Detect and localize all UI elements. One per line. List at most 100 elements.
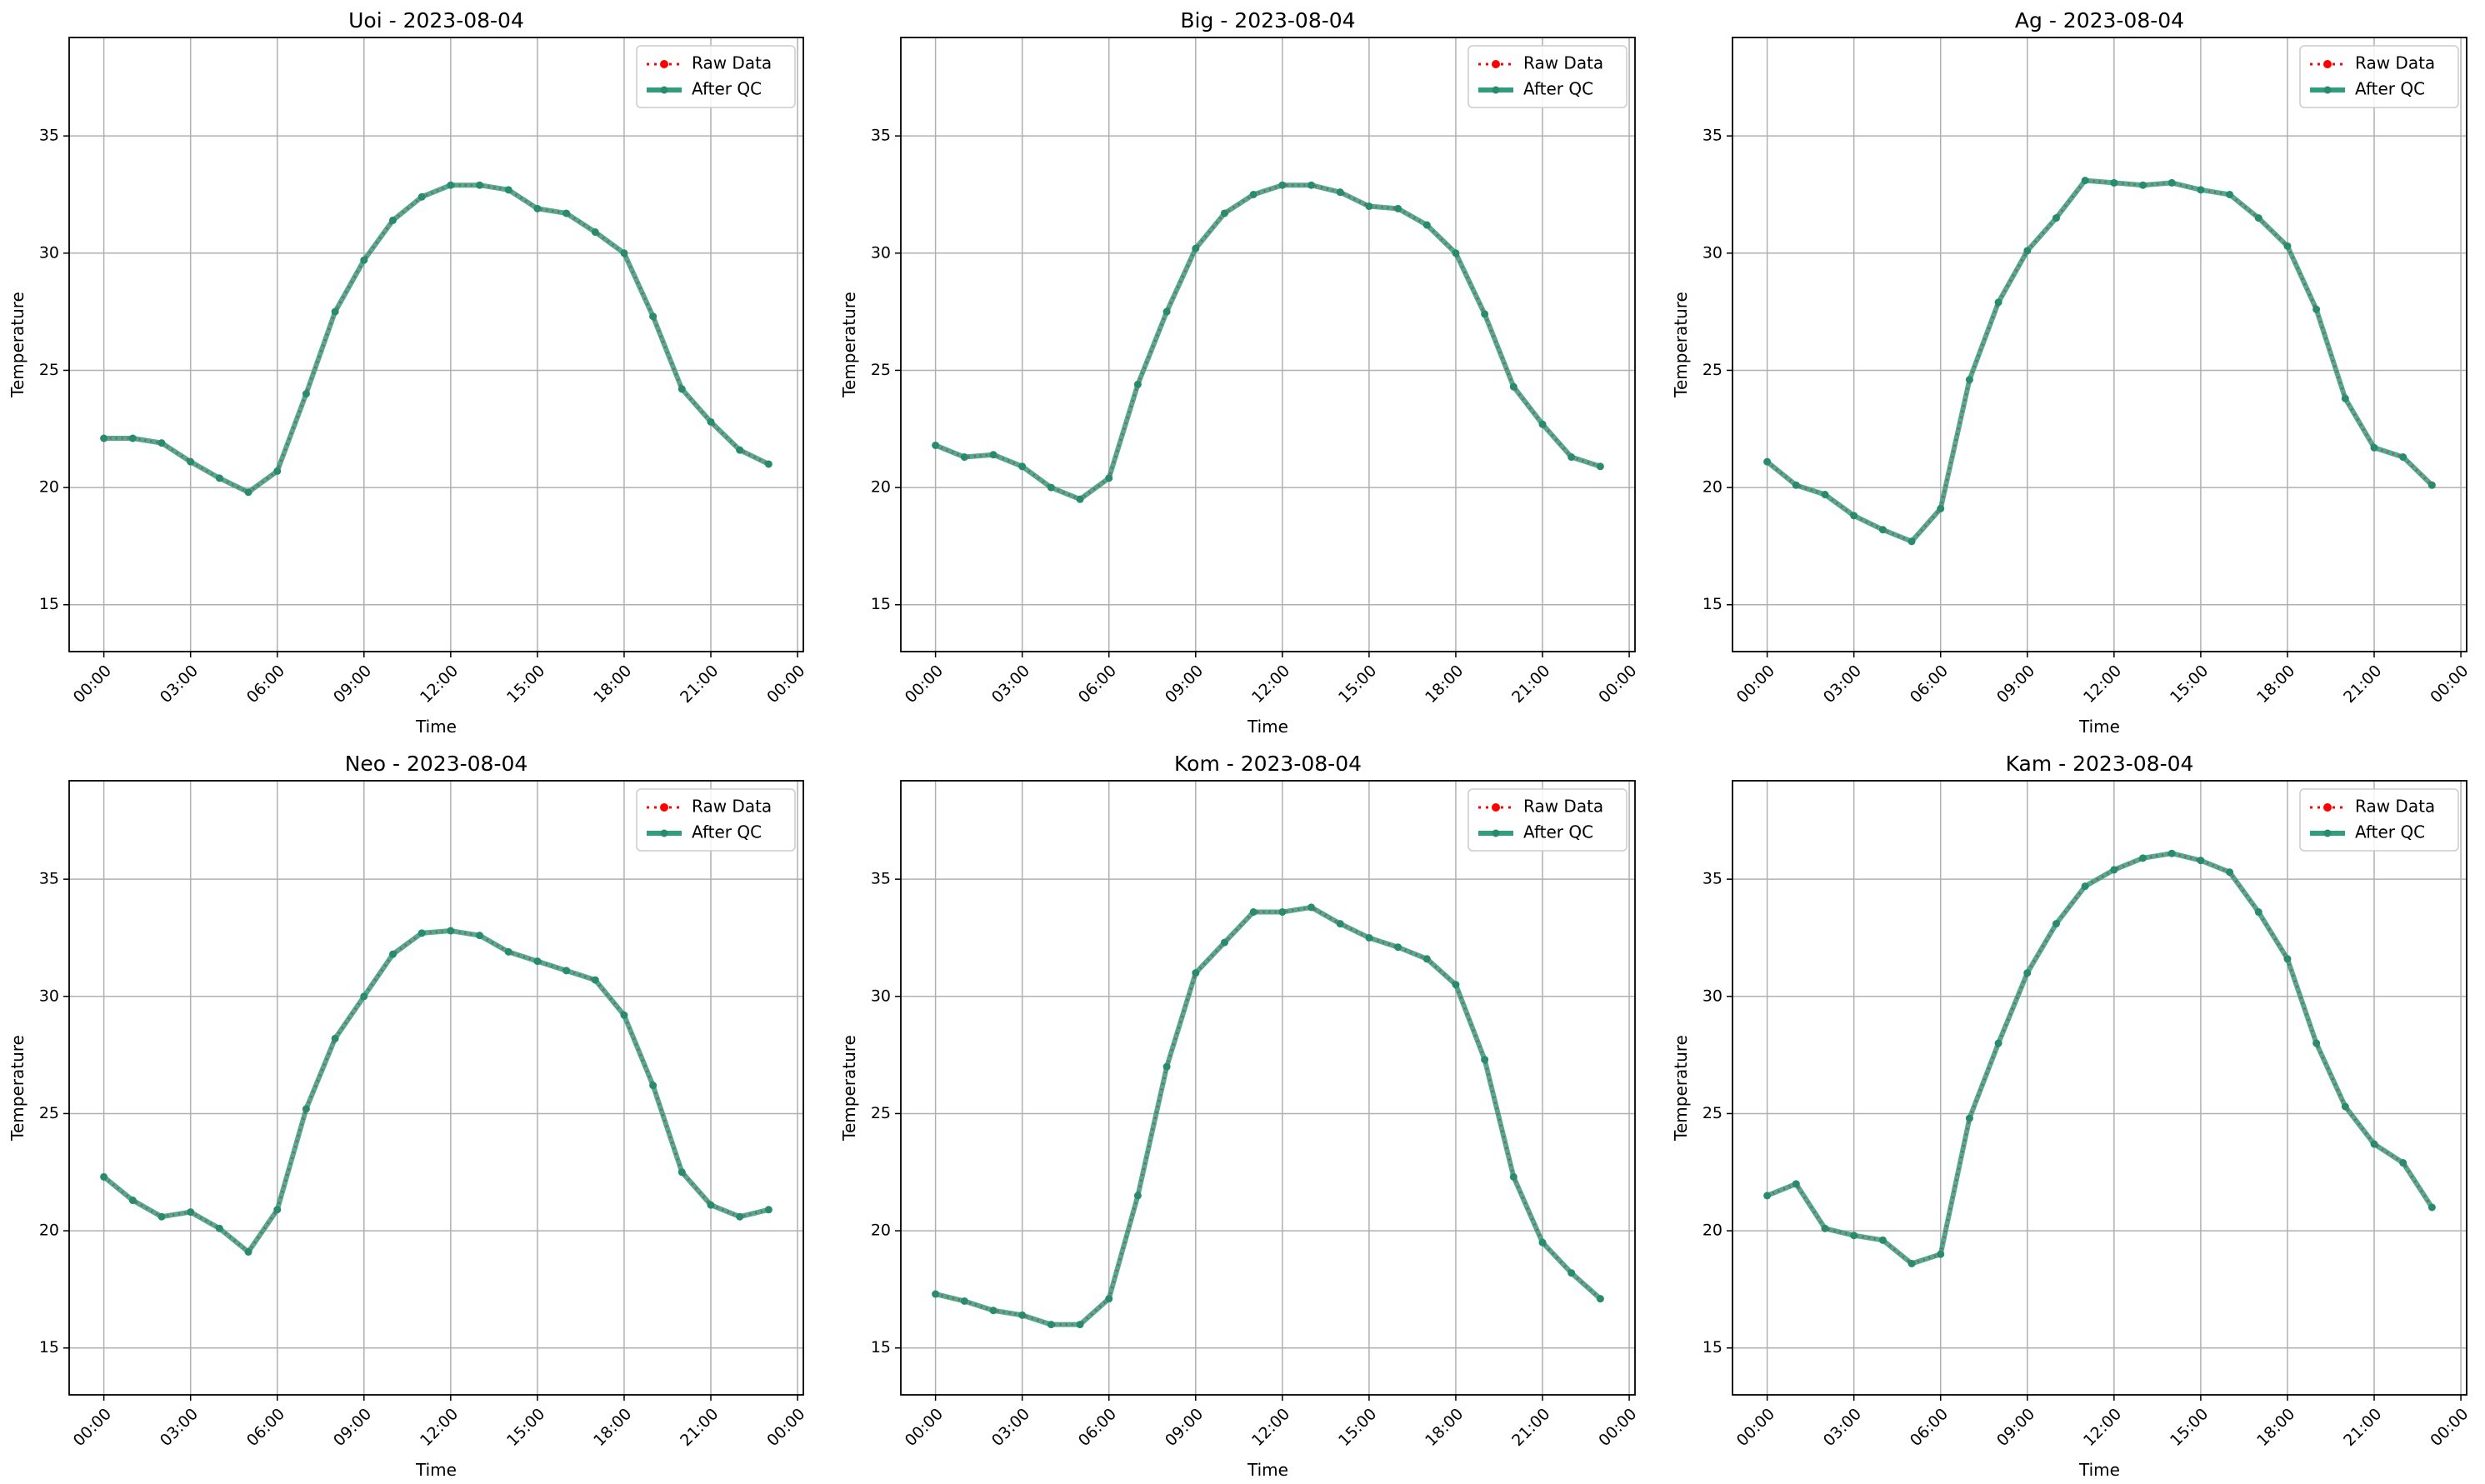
data-point [1850,512,1858,520]
data-point [2283,955,2292,963]
x-tick-label: 12:00 [1248,1405,1293,1450]
data-point [187,1208,195,1217]
x-axis-label: Time [415,1460,457,1480]
x-tick-label: 06:00 [1907,1405,1952,1450]
x-tick-label: 00:00 [1595,662,1640,707]
data-point [1047,1321,1055,1329]
data-point [2399,453,2408,462]
data-point [1763,457,1772,466]
y-tick-label: 30 [1702,243,1722,262]
data-point [1965,1114,1973,1122]
data-point [244,1247,252,1256]
legend: Raw Data After QC [2299,788,2459,852]
data-point [1278,908,1287,917]
x-tick-label: 18:00 [590,662,635,707]
data-point [533,204,542,212]
data-point [1509,1172,1518,1181]
x-tick-label: 06:00 [1075,662,1120,707]
x-tick-label: 21:00 [677,662,722,707]
legend: Raw Data After QC [2299,45,2459,108]
y-tick-label: 35 [1702,870,1722,888]
data-point [1105,1295,1113,1303]
data-point [960,1297,968,1305]
data-point [1365,202,1373,211]
legend-qc-marker [660,86,668,94]
x-tick-label: 21:00 [1508,662,1553,707]
data-point [1308,181,1316,189]
legend-raw-label: Raw Data [1523,797,1603,817]
data-point [2312,305,2321,313]
x-tick-label: 00:00 [763,1405,808,1450]
subplot-1: Uoi - 2023-08-04 00:00 03:00 06:00 09:00 12:0… [8,8,808,737]
data-point [418,192,426,201]
data-point [1596,462,1604,471]
data-point [960,453,968,462]
data-point [158,439,166,447]
x-tick-label: 09:00 [1162,1405,1207,1450]
data-point [764,460,772,468]
data-point [562,967,571,975]
plot-frame [900,37,1636,652]
x-tick-label: 09:00 [1162,662,1207,707]
x-tick-label: 15:00 [2167,662,2212,707]
x-tick-label: 15:00 [1335,1405,1380,1450]
data-point [158,1212,166,1221]
data-point [1192,244,1200,252]
data-point [1994,298,2002,307]
data-point [2168,178,2176,187]
data-point [1162,1062,1171,1071]
data-point [1908,537,1916,546]
x-axis-label: Time [2078,1460,2120,1480]
y-tick-label: 30 [871,987,891,1005]
legend-raw-marker [660,803,668,812]
legend-raw-marker [2323,60,2332,68]
y-axis-label: Temperature [8,292,28,398]
legend: Raw Data After QC [1468,788,1628,852]
y-tick-label: 20 [39,1222,59,1240]
x-tick-label: 03:00 [988,1405,1033,1450]
y-tick-label: 30 [871,243,891,262]
data-point [476,932,484,940]
data-point [128,1197,137,1205]
series-raw-data-line [935,183,1601,501]
legend-raw-label: Raw Data [692,797,772,817]
data-point [591,227,599,236]
data-point [2110,866,2118,874]
data-point [1821,1224,1829,1232]
legend-qc-label: After QC [1523,79,1593,99]
x-tick-label: 03:00 [157,1405,202,1450]
y-tick-label: 35 [39,127,59,145]
data-point [504,947,512,956]
x-tick-label: 15:00 [1335,662,1380,707]
data-point [331,307,339,316]
grid [901,37,1635,652]
data-point [476,181,484,189]
data-point [2254,214,2262,222]
data-point [1192,969,1200,977]
data-point [1538,1238,1547,1247]
legend-qc-marker [660,829,668,837]
legend: Raw Data After QC [636,45,796,108]
x-tick-label: 18:00 [1422,1405,1467,1450]
data-point [1538,420,1547,428]
x-tick-label: 18:00 [2253,662,2298,707]
x-axis-label: Time [415,717,457,737]
data-point [418,929,426,937]
data-point [244,488,252,497]
subplot-6: Kam - 2023-08-04 00:00 03:00 06:00 09:00 12:0… [1671,752,2472,1480]
y-tick-label: 35 [871,870,891,888]
y-tick-label: 25 [39,361,59,379]
series-raw-data-line [1767,852,2433,1266]
data-point [1878,1236,1887,1244]
series-raw-data-line [1766,179,2433,543]
x-tick-label: 00:00 [70,662,115,707]
legend-qc-label: After QC [1523,822,1593,842]
series-raw-data-line [103,183,770,494]
y-tick-label: 15 [39,595,59,613]
data-point [620,249,628,257]
data-point [2226,190,2234,198]
x-tick-label: 09:00 [330,662,375,707]
y-tick-label: 25 [1702,361,1722,379]
data-point [1850,1232,1858,1240]
data-point [2197,857,2205,865]
